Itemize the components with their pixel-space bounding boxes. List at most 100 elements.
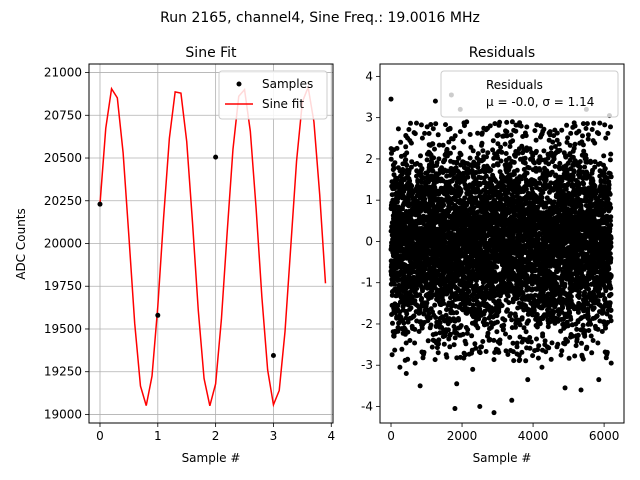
residual-point xyxy=(444,354,450,360)
residual-point xyxy=(533,148,539,154)
residual-point xyxy=(548,145,554,151)
residual-point xyxy=(426,131,432,136)
residual-point xyxy=(492,121,498,127)
residual-point xyxy=(556,141,562,147)
residual-point xyxy=(417,292,423,298)
residual-point xyxy=(391,165,397,171)
residual-point xyxy=(494,264,500,270)
residual-point xyxy=(469,333,475,339)
residual-point xyxy=(511,159,517,165)
residual-point xyxy=(467,132,473,137)
residual-point xyxy=(495,132,501,138)
residual-point xyxy=(549,340,555,346)
residual-point xyxy=(443,312,449,318)
residual-point xyxy=(487,337,493,342)
residual-point xyxy=(419,166,425,172)
residual-point xyxy=(543,349,549,355)
residual-point xyxy=(546,345,552,351)
residual-point xyxy=(388,156,394,162)
residual-point xyxy=(467,155,473,161)
legend-sine-fit-label: Sine fit xyxy=(262,97,304,111)
residual-point xyxy=(457,129,463,135)
residual-point xyxy=(423,266,428,272)
residual-point xyxy=(548,356,554,362)
residual-point xyxy=(551,156,557,162)
residual-point xyxy=(551,199,557,205)
residual-point xyxy=(451,342,457,348)
residual-point xyxy=(498,197,504,203)
residual-point xyxy=(532,160,537,166)
sample-point xyxy=(270,352,276,358)
residual-point xyxy=(514,344,520,350)
residual-point xyxy=(532,128,538,134)
residual-point xyxy=(418,122,424,128)
residual-point xyxy=(462,352,468,358)
residual-point xyxy=(522,160,528,166)
residual-point xyxy=(507,334,513,340)
residual-point xyxy=(523,329,529,335)
residual-point xyxy=(498,144,504,150)
residual-point xyxy=(479,344,484,350)
residual-point xyxy=(458,302,464,307)
residual-point xyxy=(503,331,508,337)
residual-point xyxy=(392,160,398,166)
residual-point xyxy=(505,352,511,357)
residual-point xyxy=(482,316,488,322)
residual-point xyxy=(451,145,457,151)
residual-point xyxy=(508,132,514,138)
residual-point xyxy=(480,339,486,344)
residual-point xyxy=(470,302,476,308)
residual-point xyxy=(480,148,486,154)
sine-fit-y-tick-label: 19000 xyxy=(44,407,82,421)
residual-point xyxy=(497,337,503,343)
residual-point xyxy=(465,327,471,333)
residual-point xyxy=(539,195,545,200)
residual-point xyxy=(535,347,541,353)
residual-point xyxy=(461,139,467,145)
residual-point xyxy=(534,312,540,317)
residual-point xyxy=(483,349,489,354)
residual-point xyxy=(534,336,539,342)
residual-point xyxy=(549,169,555,175)
residual-point xyxy=(514,340,520,346)
residual-point xyxy=(557,165,563,171)
sine-fit-legend-box xyxy=(218,70,328,120)
residual-point xyxy=(510,340,516,346)
residual-point xyxy=(519,349,525,355)
residual-point xyxy=(419,296,425,301)
residual-point xyxy=(543,204,549,210)
residual-point xyxy=(395,126,401,132)
residual-point xyxy=(463,341,469,347)
residual-point xyxy=(441,341,447,347)
residual-point xyxy=(540,333,546,339)
residual-point xyxy=(479,140,485,146)
residual-point xyxy=(524,124,530,130)
residual-point xyxy=(545,324,551,330)
residual-point xyxy=(519,143,525,149)
residual-point xyxy=(477,182,483,188)
residual-point xyxy=(398,139,404,145)
residual-point xyxy=(472,341,478,347)
residual-point xyxy=(520,290,526,296)
residual-point xyxy=(502,202,507,208)
residual-point xyxy=(498,158,504,164)
residual-point xyxy=(437,310,443,315)
residual-point xyxy=(456,155,462,161)
residual-point xyxy=(502,141,508,147)
residual-point xyxy=(511,171,517,177)
residual-point xyxy=(425,338,431,344)
residual-point xyxy=(399,206,405,212)
residual-point xyxy=(500,326,506,332)
residual-point xyxy=(527,146,533,152)
residual-point xyxy=(466,288,472,294)
sine-fit-line-layer xyxy=(99,84,327,408)
residual-point xyxy=(536,236,541,242)
residual-point xyxy=(490,147,496,153)
residual-point xyxy=(536,343,542,349)
residual-point xyxy=(495,155,501,161)
residual-point xyxy=(475,151,481,157)
residual-point xyxy=(491,337,497,343)
residual-point xyxy=(436,341,441,347)
residual-point xyxy=(475,165,481,170)
residual-point xyxy=(491,357,497,363)
